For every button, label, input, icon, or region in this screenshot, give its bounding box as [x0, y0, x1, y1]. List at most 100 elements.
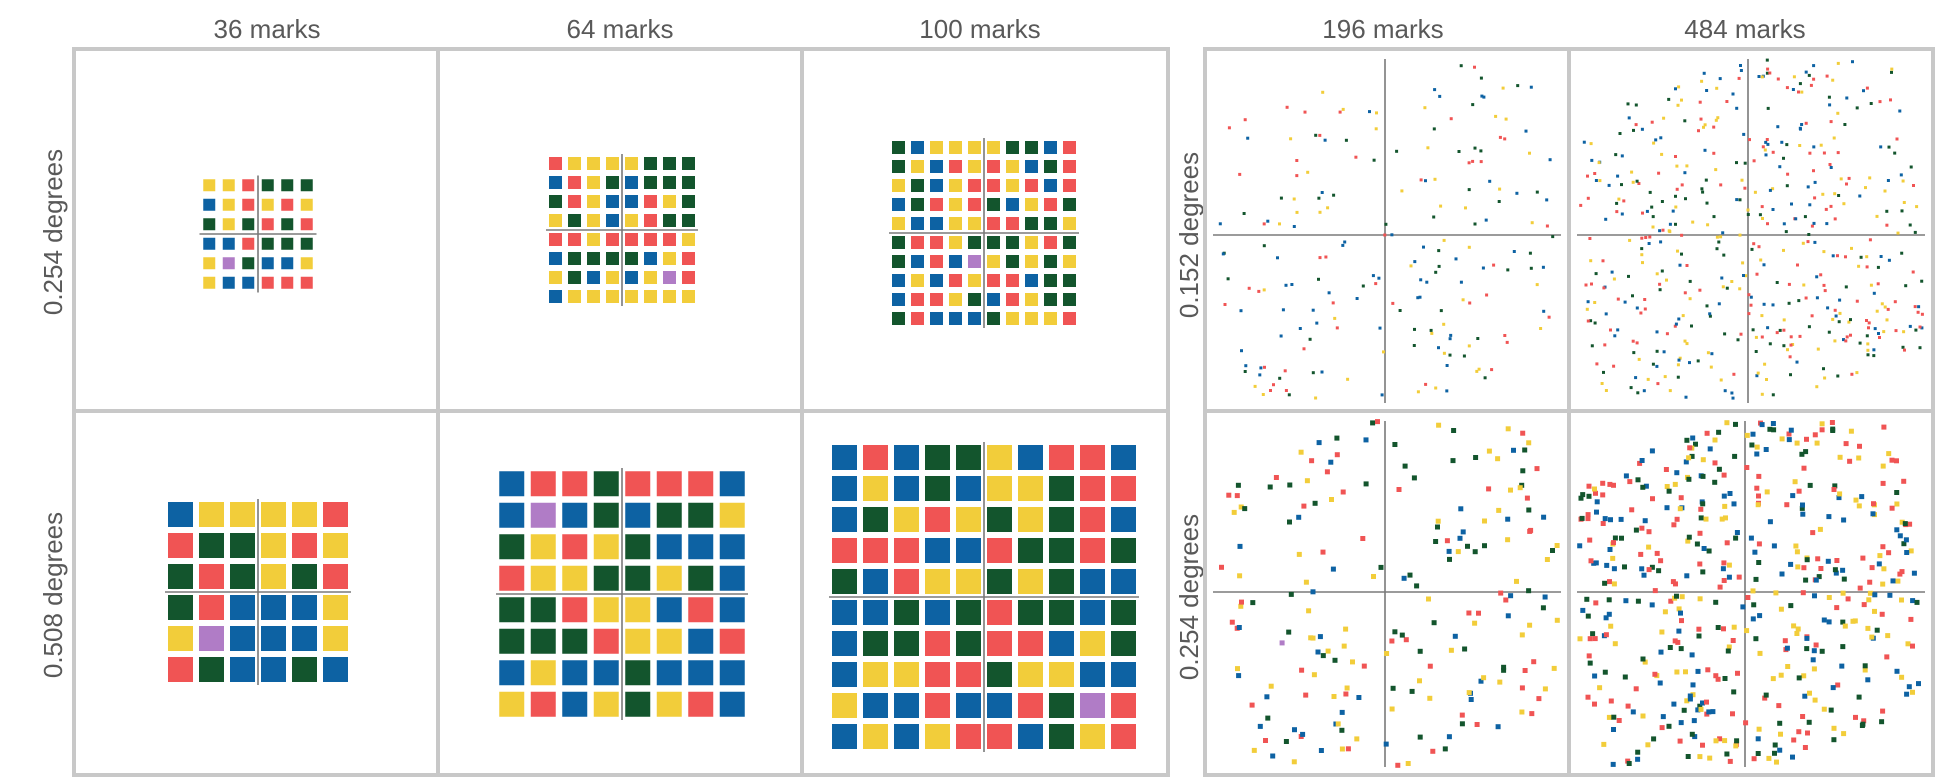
mark-yellow [1481, 675, 1487, 681]
mark-blue [1845, 96, 1849, 100]
mark-red [1756, 541, 1762, 547]
mark-green [1501, 667, 1507, 673]
mark-red [1389, 638, 1395, 644]
mark-blue [1894, 527, 1900, 533]
mark-blue [549, 176, 562, 189]
mark-blue [1320, 370, 1324, 374]
mark-yellow [1910, 689, 1915, 695]
mark-blue [863, 569, 888, 594]
mark-yellow [1426, 146, 1430, 150]
mark-red [1796, 263, 1799, 267]
mark-red [1836, 254, 1839, 258]
mark-red [1768, 71, 1772, 75]
mark-green [987, 662, 1012, 687]
mark-yellow [925, 569, 950, 594]
mark-blue [222, 276, 235, 289]
mark-blue [1899, 173, 1903, 177]
mark-yellow [1405, 761, 1411, 766]
mark-yellow [1833, 192, 1837, 196]
mark-green [1785, 184, 1789, 188]
mark-blue [1757, 613, 1763, 619]
mark-yellow [1292, 197, 1296, 201]
mark-red [987, 631, 1012, 656]
mark-blue [1910, 598, 1916, 604]
mark-green [1550, 548, 1555, 553]
mark-blue [1771, 543, 1777, 549]
mark-blue [1419, 278, 1423, 282]
mark-green [292, 564, 317, 589]
mark-blue [1786, 437, 1792, 443]
mark-red [1878, 336, 1881, 339]
mark-blue [1284, 283, 1288, 287]
mark-yellow [1703, 123, 1707, 127]
mark-green [1704, 178, 1708, 182]
mark-red [1498, 135, 1502, 139]
mark-blue [1831, 254, 1835, 258]
mark-green [987, 569, 1012, 594]
mark-blue [1316, 440, 1322, 446]
mark-blue [1870, 511, 1876, 517]
mark-green [1746, 213, 1750, 216]
mark-green [1797, 299, 1801, 303]
mark-yellow [1836, 111, 1840, 115]
mark-red [1880, 544, 1886, 550]
mark-green [1442, 746, 1448, 752]
mark-blue [1674, 87, 1677, 91]
mark-yellow [1712, 437, 1718, 443]
mark-red [1766, 222, 1769, 226]
row-title-left-top: 0.254 degrees [38, 149, 68, 315]
mark-red [644, 214, 657, 227]
mark-blue [1111, 445, 1136, 470]
mark-blue [1418, 295, 1422, 299]
mark-red [925, 693, 950, 718]
mark-green [261, 179, 274, 192]
mark-red [1736, 574, 1742, 580]
mark-blue [1236, 625, 1242, 630]
mark-yellow [1791, 343, 1795, 346]
mark-green [1660, 269, 1664, 273]
mark-red [1111, 476, 1136, 501]
mark-blue [1328, 459, 1334, 465]
mark-red [663, 233, 676, 246]
mark-blue [230, 626, 255, 651]
mark-yellow [530, 534, 556, 560]
mark-green [892, 141, 905, 154]
mark-yellow [1744, 432, 1750, 438]
mark-red [1419, 178, 1423, 182]
mark-yellow [1685, 342, 1689, 346]
mark-yellow [1719, 378, 1723, 382]
mark-yellow [1672, 481, 1678, 487]
mark-green [1262, 244, 1266, 248]
mark-red [1717, 584, 1723, 590]
mark-red [1885, 223, 1889, 227]
mark-blue [1616, 174, 1620, 178]
mark-yellow [894, 662, 919, 687]
mark-green [1593, 321, 1597, 325]
mark-blue [1677, 358, 1681, 362]
mark-yellow [1902, 330, 1906, 334]
grid-panel-100-marks-0.508-degrees [829, 442, 1139, 752]
mark-red [1080, 538, 1105, 563]
mark-red [1766, 67, 1770, 71]
mark-blue [1812, 221, 1816, 225]
mark-blue [1726, 574, 1732, 580]
mark-blue [894, 724, 919, 749]
mark-blue [292, 595, 317, 620]
mark-yellow [1530, 221, 1534, 225]
scatter-marks [1213, 58, 1925, 768]
mark-green [1651, 215, 1655, 219]
mark-red [1860, 555, 1866, 561]
mark-yellow [587, 157, 600, 170]
mark-red [1063, 179, 1076, 192]
mark-green [987, 507, 1012, 532]
mark-green [1634, 103, 1638, 107]
mark-red [1006, 217, 1019, 230]
mark-yellow [1585, 307, 1589, 311]
mark-yellow [1816, 347, 1820, 351]
mark-red [1534, 466, 1540, 472]
mark-green [1437, 249, 1441, 253]
mark-green [1782, 156, 1785, 160]
mark-red [1635, 341, 1639, 345]
mark-red [1063, 312, 1076, 325]
mark-blue [1292, 225, 1296, 228]
